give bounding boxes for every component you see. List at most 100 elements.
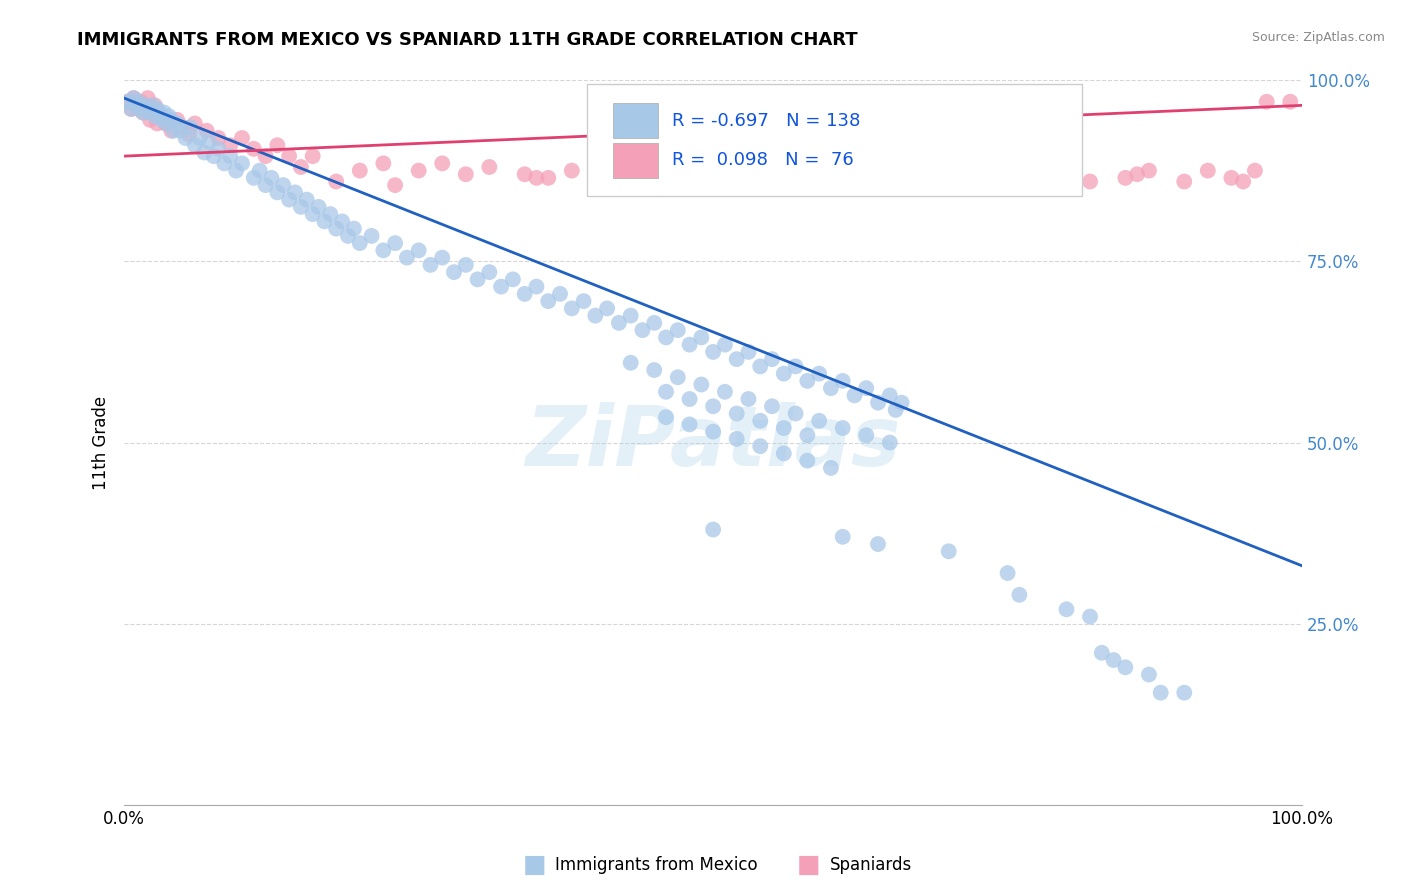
Point [583,170,606,185]
Point [219,149,242,163]
Point [820,461,842,475]
Point [278,193,301,207]
Point [139,112,162,127]
Point [1056,602,1078,616]
Point [242,170,264,185]
Point [1173,686,1195,700]
Point [690,330,713,344]
Point [678,392,700,406]
Point [808,414,831,428]
Point [148,109,170,123]
Point [513,286,536,301]
Point [678,417,700,432]
Point [1244,163,1267,178]
Point [1091,646,1114,660]
Point [607,316,630,330]
Point [879,388,901,402]
Point [120,102,142,116]
Point [666,323,689,337]
Point [349,163,371,178]
Point [117,95,139,109]
Point [290,200,312,214]
Point [772,446,794,460]
Point [1126,167,1149,181]
Point [314,214,336,228]
Point [160,112,183,127]
Point [761,174,783,188]
Text: IMMIGRANTS FROM MEXICO VS SPANIARD 11TH GRADE CORRELATION CHART: IMMIGRANTS FROM MEXICO VS SPANIARD 11TH … [77,31,858,49]
Point [408,244,430,258]
Point [325,174,347,188]
Point [295,193,318,207]
Point [290,160,312,174]
Point [202,149,225,163]
Point [997,174,1019,188]
Point [526,170,548,185]
Text: Source: ZipAtlas.com: Source: ZipAtlas.com [1251,31,1385,45]
Point [855,428,877,442]
Point [785,407,807,421]
Point [166,116,188,130]
Point [502,272,524,286]
Point [772,367,794,381]
Point [157,109,180,123]
Point [330,214,353,228]
Point [631,323,654,337]
Point [749,414,772,428]
Point [132,105,155,120]
Point [373,244,395,258]
Text: R = -0.697   N = 138: R = -0.697 N = 138 [672,112,860,129]
Point [938,174,960,188]
Point [879,95,901,109]
FancyBboxPatch shape [588,84,1081,196]
Point [749,359,772,374]
Point [655,410,678,425]
Point [125,98,148,112]
Point [170,124,193,138]
Point [831,530,853,544]
Point [866,537,889,551]
Point [139,105,162,120]
Point [1102,653,1125,667]
Point [879,170,901,185]
Point [122,91,145,105]
Point [561,163,583,178]
Point [454,258,477,272]
Point [188,131,211,145]
Point [129,102,152,116]
Point [214,156,236,170]
Point [890,395,912,409]
Point [796,453,818,467]
Point [537,294,560,309]
Point [373,156,395,170]
Point [1078,174,1101,188]
Point [134,98,156,112]
Point [134,102,156,116]
Text: Spaniards: Spaniards [830,856,911,874]
Point [561,301,583,316]
Point [997,566,1019,580]
Point [583,309,606,323]
Y-axis label: 11th Grade: 11th Grade [93,395,110,490]
Point [749,439,772,453]
Bar [613,103,658,138]
Point [1279,95,1302,109]
Point [914,167,936,181]
Point [184,138,207,153]
Point [146,116,169,130]
Point [1137,667,1160,681]
Point [737,344,759,359]
Point [655,330,678,344]
Point [1173,174,1195,188]
Point [325,221,347,235]
Point [136,102,159,116]
Point [785,359,807,374]
Point [678,167,700,181]
Point [254,178,277,193]
Point [1078,609,1101,624]
Bar [613,143,658,178]
Point [1008,588,1031,602]
Point [207,131,229,145]
Point [884,403,907,417]
Point [260,170,283,185]
